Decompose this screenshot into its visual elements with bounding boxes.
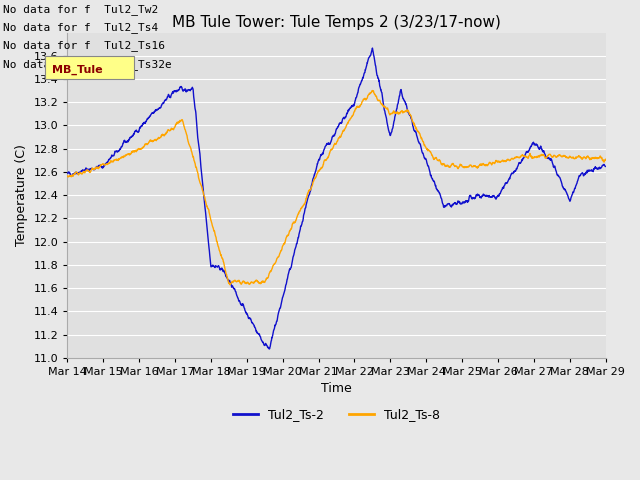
Line: Tul2_Ts-8: Tul2_Ts-8 (67, 90, 605, 285)
Tul2_Ts-8 (326, 150, 333, 156)
Tul2_Ts-8 (488, 162, 495, 168)
Tul2_Ts-2 (369, 45, 376, 51)
Text: No data for f  Tul2_Ts4: No data for f Tul2_Ts4 (3, 22, 159, 33)
Tul2_Ts-2 (265, 346, 273, 352)
Tul2_Ts-8 (91, 166, 99, 171)
Tul2_Ts-2 (91, 167, 99, 172)
Y-axis label: Temperature (C): Temperature (C) (15, 144, 28, 246)
Tul2_Ts-2 (602, 164, 609, 169)
Tul2_Ts-8 (226, 282, 234, 288)
Text: No data for f  Tul2_Ts16: No data for f Tul2_Ts16 (3, 40, 165, 51)
Tul2_Ts-8 (586, 156, 594, 162)
Tul2_Ts-2 (311, 170, 319, 176)
Tul2_Ts-8 (369, 87, 376, 93)
Text: No data for f  Tul2_Tw2: No data for f Tul2_Tw2 (3, 4, 159, 15)
Title: MB Tule Tower: Tule Temps 2 (3/23/17-now): MB Tule Tower: Tule Temps 2 (3/23/17-now… (172, 15, 501, 30)
Tul2_Ts-2 (586, 168, 594, 173)
Tul2_Ts-8 (587, 156, 595, 161)
Tul2_Ts-2 (63, 170, 71, 176)
Tul2_Ts-2 (488, 194, 495, 200)
Line: Tul2_Ts-2: Tul2_Ts-2 (67, 48, 605, 349)
Legend: Tul2_Ts-2, Tul2_Ts-8: Tul2_Ts-2, Tul2_Ts-8 (228, 403, 445, 426)
Tul2_Ts-8 (63, 173, 71, 179)
Text: No data for f  Tul2_Ts32e: No data for f Tul2_Ts32e (3, 59, 172, 70)
X-axis label: Time: Time (321, 383, 352, 396)
Tul2_Ts-8 (311, 176, 319, 181)
Tul2_Ts-2 (587, 168, 595, 174)
Tul2_Ts-2 (326, 141, 333, 147)
Text: MB_Tule: MB_Tule (52, 64, 103, 75)
Tul2_Ts-8 (602, 156, 609, 162)
